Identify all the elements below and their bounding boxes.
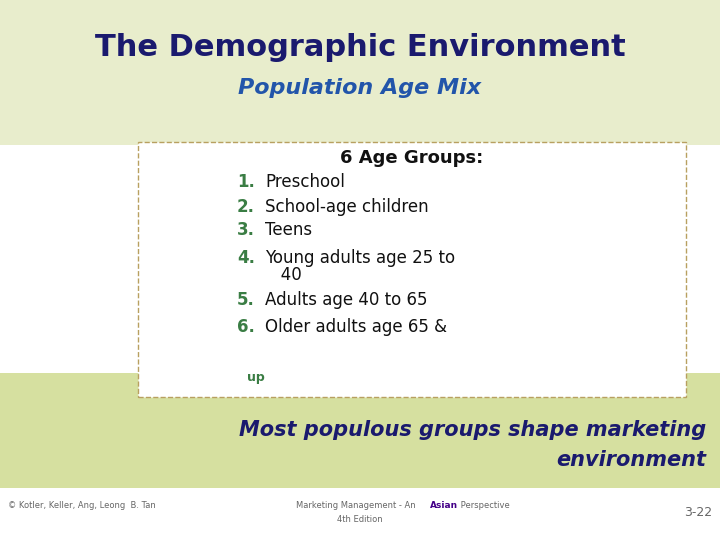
Text: 3-22: 3-22 (684, 507, 712, 519)
Text: © Kotler, Keller, Ang, Leong  B. Tan: © Kotler, Keller, Ang, Leong B. Tan (8, 501, 156, 510)
Text: Teens: Teens (265, 221, 312, 239)
FancyBboxPatch shape (138, 142, 686, 397)
Text: 1.: 1. (237, 173, 255, 191)
FancyBboxPatch shape (0, 488, 720, 540)
Text: School-age children: School-age children (265, 198, 428, 216)
Text: Most populous groups shape marketing: Most populous groups shape marketing (239, 420, 706, 440)
Text: Adults age 40 to 65: Adults age 40 to 65 (265, 291, 428, 309)
Text: 2.: 2. (237, 198, 255, 216)
Text: 40: 40 (265, 266, 302, 284)
Text: environment: environment (556, 450, 706, 470)
Text: Older adults age 65 &: Older adults age 65 & (265, 318, 447, 336)
Text: 6 Age Groups:: 6 Age Groups: (341, 149, 484, 167)
Text: 3.: 3. (237, 221, 255, 239)
Text: Perspective: Perspective (458, 501, 510, 510)
FancyBboxPatch shape (0, 145, 720, 373)
FancyBboxPatch shape (0, 373, 720, 488)
Text: Preschool: Preschool (265, 173, 345, 191)
Text: 4th Edition: 4th Edition (337, 516, 383, 524)
Text: 6.: 6. (237, 318, 255, 336)
FancyBboxPatch shape (0, 0, 720, 145)
Text: 4.: 4. (237, 249, 255, 267)
Text: Population Age Mix: Population Age Mix (238, 78, 482, 98)
Text: Young adults age 25 to: Young adults age 25 to (265, 249, 455, 267)
Text: up: up (247, 370, 265, 383)
Text: 5.: 5. (237, 291, 255, 309)
Text: The Demographic Environment: The Demographic Environment (94, 33, 626, 63)
Text: Marketing Management - An: Marketing Management - An (296, 501, 415, 510)
Text: Asian: Asian (430, 501, 458, 510)
